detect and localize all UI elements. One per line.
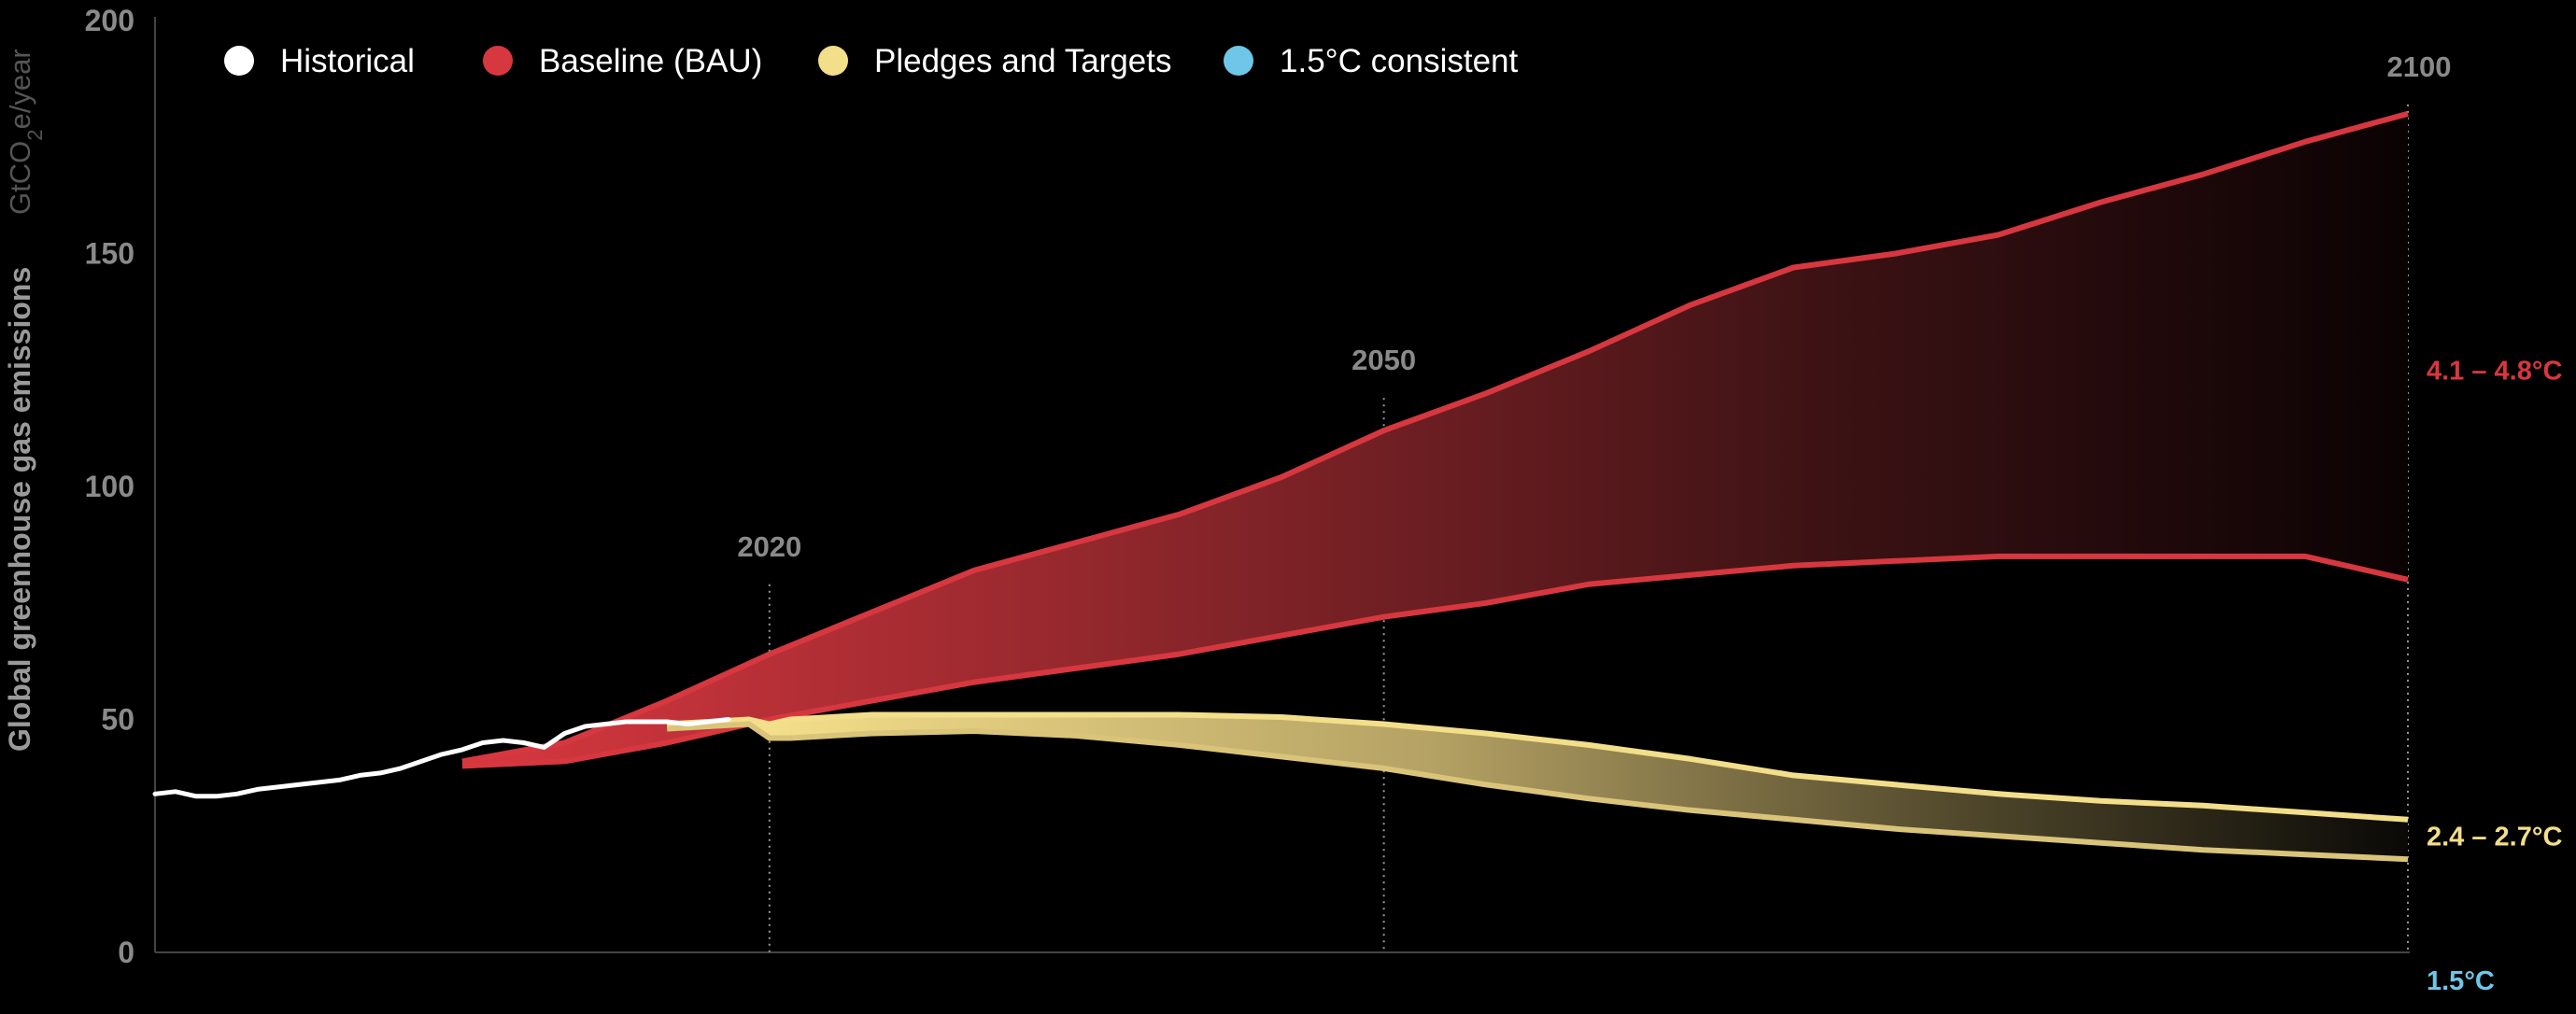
y-axis-unit-group: GtCO2e/year (4, 49, 47, 215)
legend-swatch-pledges (818, 46, 848, 76)
legend-swatch-one-point-five (1224, 46, 1253, 76)
series-layer (152, 110, 2409, 863)
pledges-targets-upper-line (667, 711, 2409, 823)
year-marker-label-2050: 2050 (1352, 344, 1416, 376)
legend-label-one-point-five: 1.5°C consistent (1280, 43, 1519, 79)
year-marker-label-2100: 2100 (2387, 50, 2452, 83)
legend-item-historical: Historical (224, 43, 415, 79)
bau-temperature-range-label: 4.1 – 4.8°C (2427, 356, 2562, 386)
legend-item-pledges: Pledges and Targets (818, 43, 1171, 79)
baseline-bau-upper-line (461, 110, 2409, 765)
legend-label-baseline: Baseline (BAU) (539, 43, 762, 79)
range-labels: 4.1 – 4.8°C 2.4 – 2.7°C 1.5°C (2427, 356, 2562, 996)
y-axis-title: Global greenhouse gas emissions (3, 267, 36, 752)
baseline-bau-lower-line (461, 553, 2409, 769)
historical-line (152, 717, 731, 799)
baseline-bau-area (461, 113, 2409, 767)
legend: Historical Baseline (BAU) Pledges and Ta… (224, 43, 1519, 79)
pledges-targets-lower-line (667, 721, 2409, 863)
legend-label-pledges: Pledges and Targets (874, 43, 1171, 79)
one-point-five-temperature-label: 1.5°C (2427, 966, 2495, 996)
y-tick-label: 100 (85, 470, 134, 503)
legend-item-baseline: Baseline (BAU) (483, 43, 762, 79)
y-tick-label: 50 (101, 703, 134, 737)
legend-item-one-point-five: 1.5°C consistent (1224, 43, 1519, 79)
y-axis-label: Global greenhouse gas emissions (3, 267, 36, 752)
y-ticks: 0 50 100 150 200 (85, 4, 134, 969)
legend-label-historical: Historical (280, 43, 415, 79)
y-tick-label: 0 (118, 936, 134, 969)
y-tick-label: 200 (85, 4, 134, 37)
pledges-targets-area (667, 714, 2409, 860)
pledges-temperature-range-label: 2.4 – 2.7°C (2427, 822, 2562, 852)
y-axis-unit: GtCO2e/year (4, 49, 47, 215)
y-tick-label: 150 (85, 237, 134, 271)
year-marker-label-2020: 2020 (737, 530, 801, 563)
legend-swatch-baseline (483, 46, 513, 76)
legend-swatch-historical (224, 46, 254, 76)
